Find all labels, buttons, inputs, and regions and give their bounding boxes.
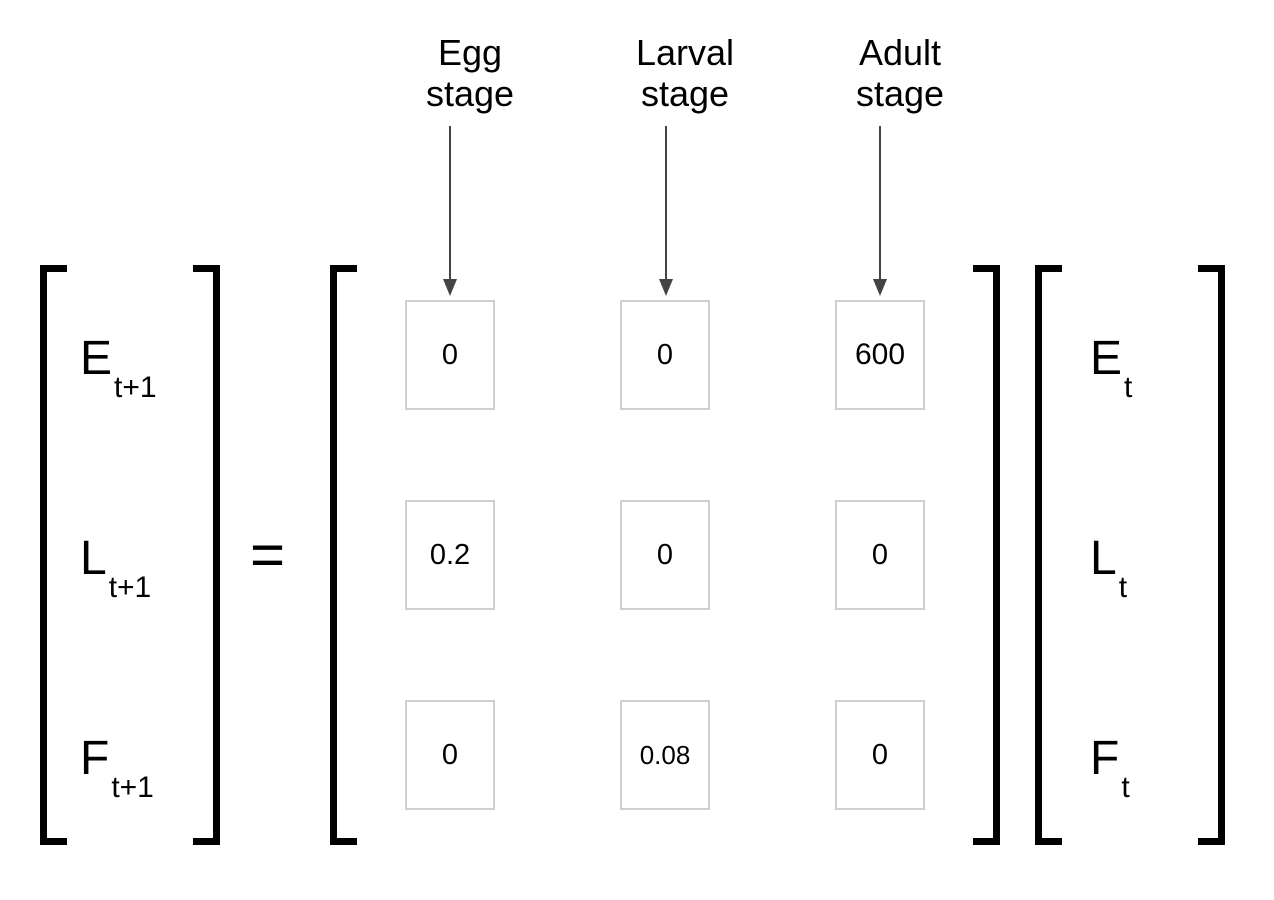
column-header-label: Larvalstage	[636, 32, 734, 114]
diagram-canvas: { "type": "matrix-equation-diagram", "ca…	[0, 0, 1274, 900]
matrix-cell: 0	[405, 700, 495, 810]
center-matrix-bracket-right	[973, 265, 1000, 845]
column-header-label: Eggstage	[426, 32, 514, 114]
right-vector-bracket-left	[1035, 265, 1062, 845]
column-header-egg: Eggstage	[390, 32, 550, 115]
arrow-larval-icon	[656, 126, 676, 296]
matrix-cell: 0.08	[620, 700, 710, 810]
right-vector-entry: Et	[1090, 335, 1130, 391]
matrix-cell-value: 0.2	[430, 539, 470, 572]
vector-var: F	[80, 732, 109, 785]
left-vector-entry: Ft+1	[80, 735, 152, 791]
left-vector-entry: Lt+1	[80, 535, 149, 591]
vector-var: L	[1090, 532, 1117, 585]
vector-sub: t	[1121, 771, 1129, 804]
matrix-cell: 0	[835, 500, 925, 610]
left-vector-entry: Et+1	[80, 335, 155, 391]
center-matrix-bracket-left	[330, 265, 357, 845]
vector-var: L	[80, 532, 107, 585]
vector-var: E	[80, 332, 112, 385]
equals-text: =	[250, 521, 285, 588]
vector-var: E	[1090, 332, 1122, 385]
column-header-larval: Larvalstage	[605, 32, 765, 115]
matrix-cell-value: 0	[442, 739, 458, 772]
matrix-cell-value: 0	[657, 539, 673, 572]
matrix-cell: 0	[620, 300, 710, 410]
vector-sub: t	[1124, 371, 1132, 404]
matrix-cell: 0.2	[405, 500, 495, 610]
equals-sign: =	[250, 525, 285, 585]
matrix-cell-value: 0.08	[640, 740, 691, 771]
arrow-egg-icon	[440, 126, 460, 296]
column-header-adult: Adultstage	[820, 32, 980, 115]
matrix-cell: 0	[405, 300, 495, 410]
vector-sub: t+1	[111, 771, 154, 804]
matrix-cell: 0	[835, 700, 925, 810]
vector-sub: t+1	[109, 571, 152, 604]
vector-var: F	[1090, 732, 1119, 785]
column-header-label: Adultstage	[856, 32, 944, 114]
vector-sub: t	[1119, 571, 1127, 604]
right-vector-bracket-right	[1198, 265, 1225, 845]
left-vector-bracket-right	[193, 265, 220, 845]
right-vector-entry: Ft	[1090, 735, 1128, 791]
matrix-cell: 600	[835, 300, 925, 410]
right-vector-entry: Lt	[1090, 535, 1125, 591]
matrix-cell-value: 0	[657, 339, 673, 372]
matrix-cell-value: 600	[855, 338, 905, 372]
arrow-adult-icon	[870, 126, 890, 296]
matrix-cell-value: 0	[872, 539, 888, 572]
matrix-cell: 0	[620, 500, 710, 610]
vector-sub: t+1	[114, 371, 157, 404]
matrix-cell-value: 0	[872, 739, 888, 772]
left-vector-bracket-left	[40, 265, 67, 845]
matrix-cell-value: 0	[442, 339, 458, 372]
